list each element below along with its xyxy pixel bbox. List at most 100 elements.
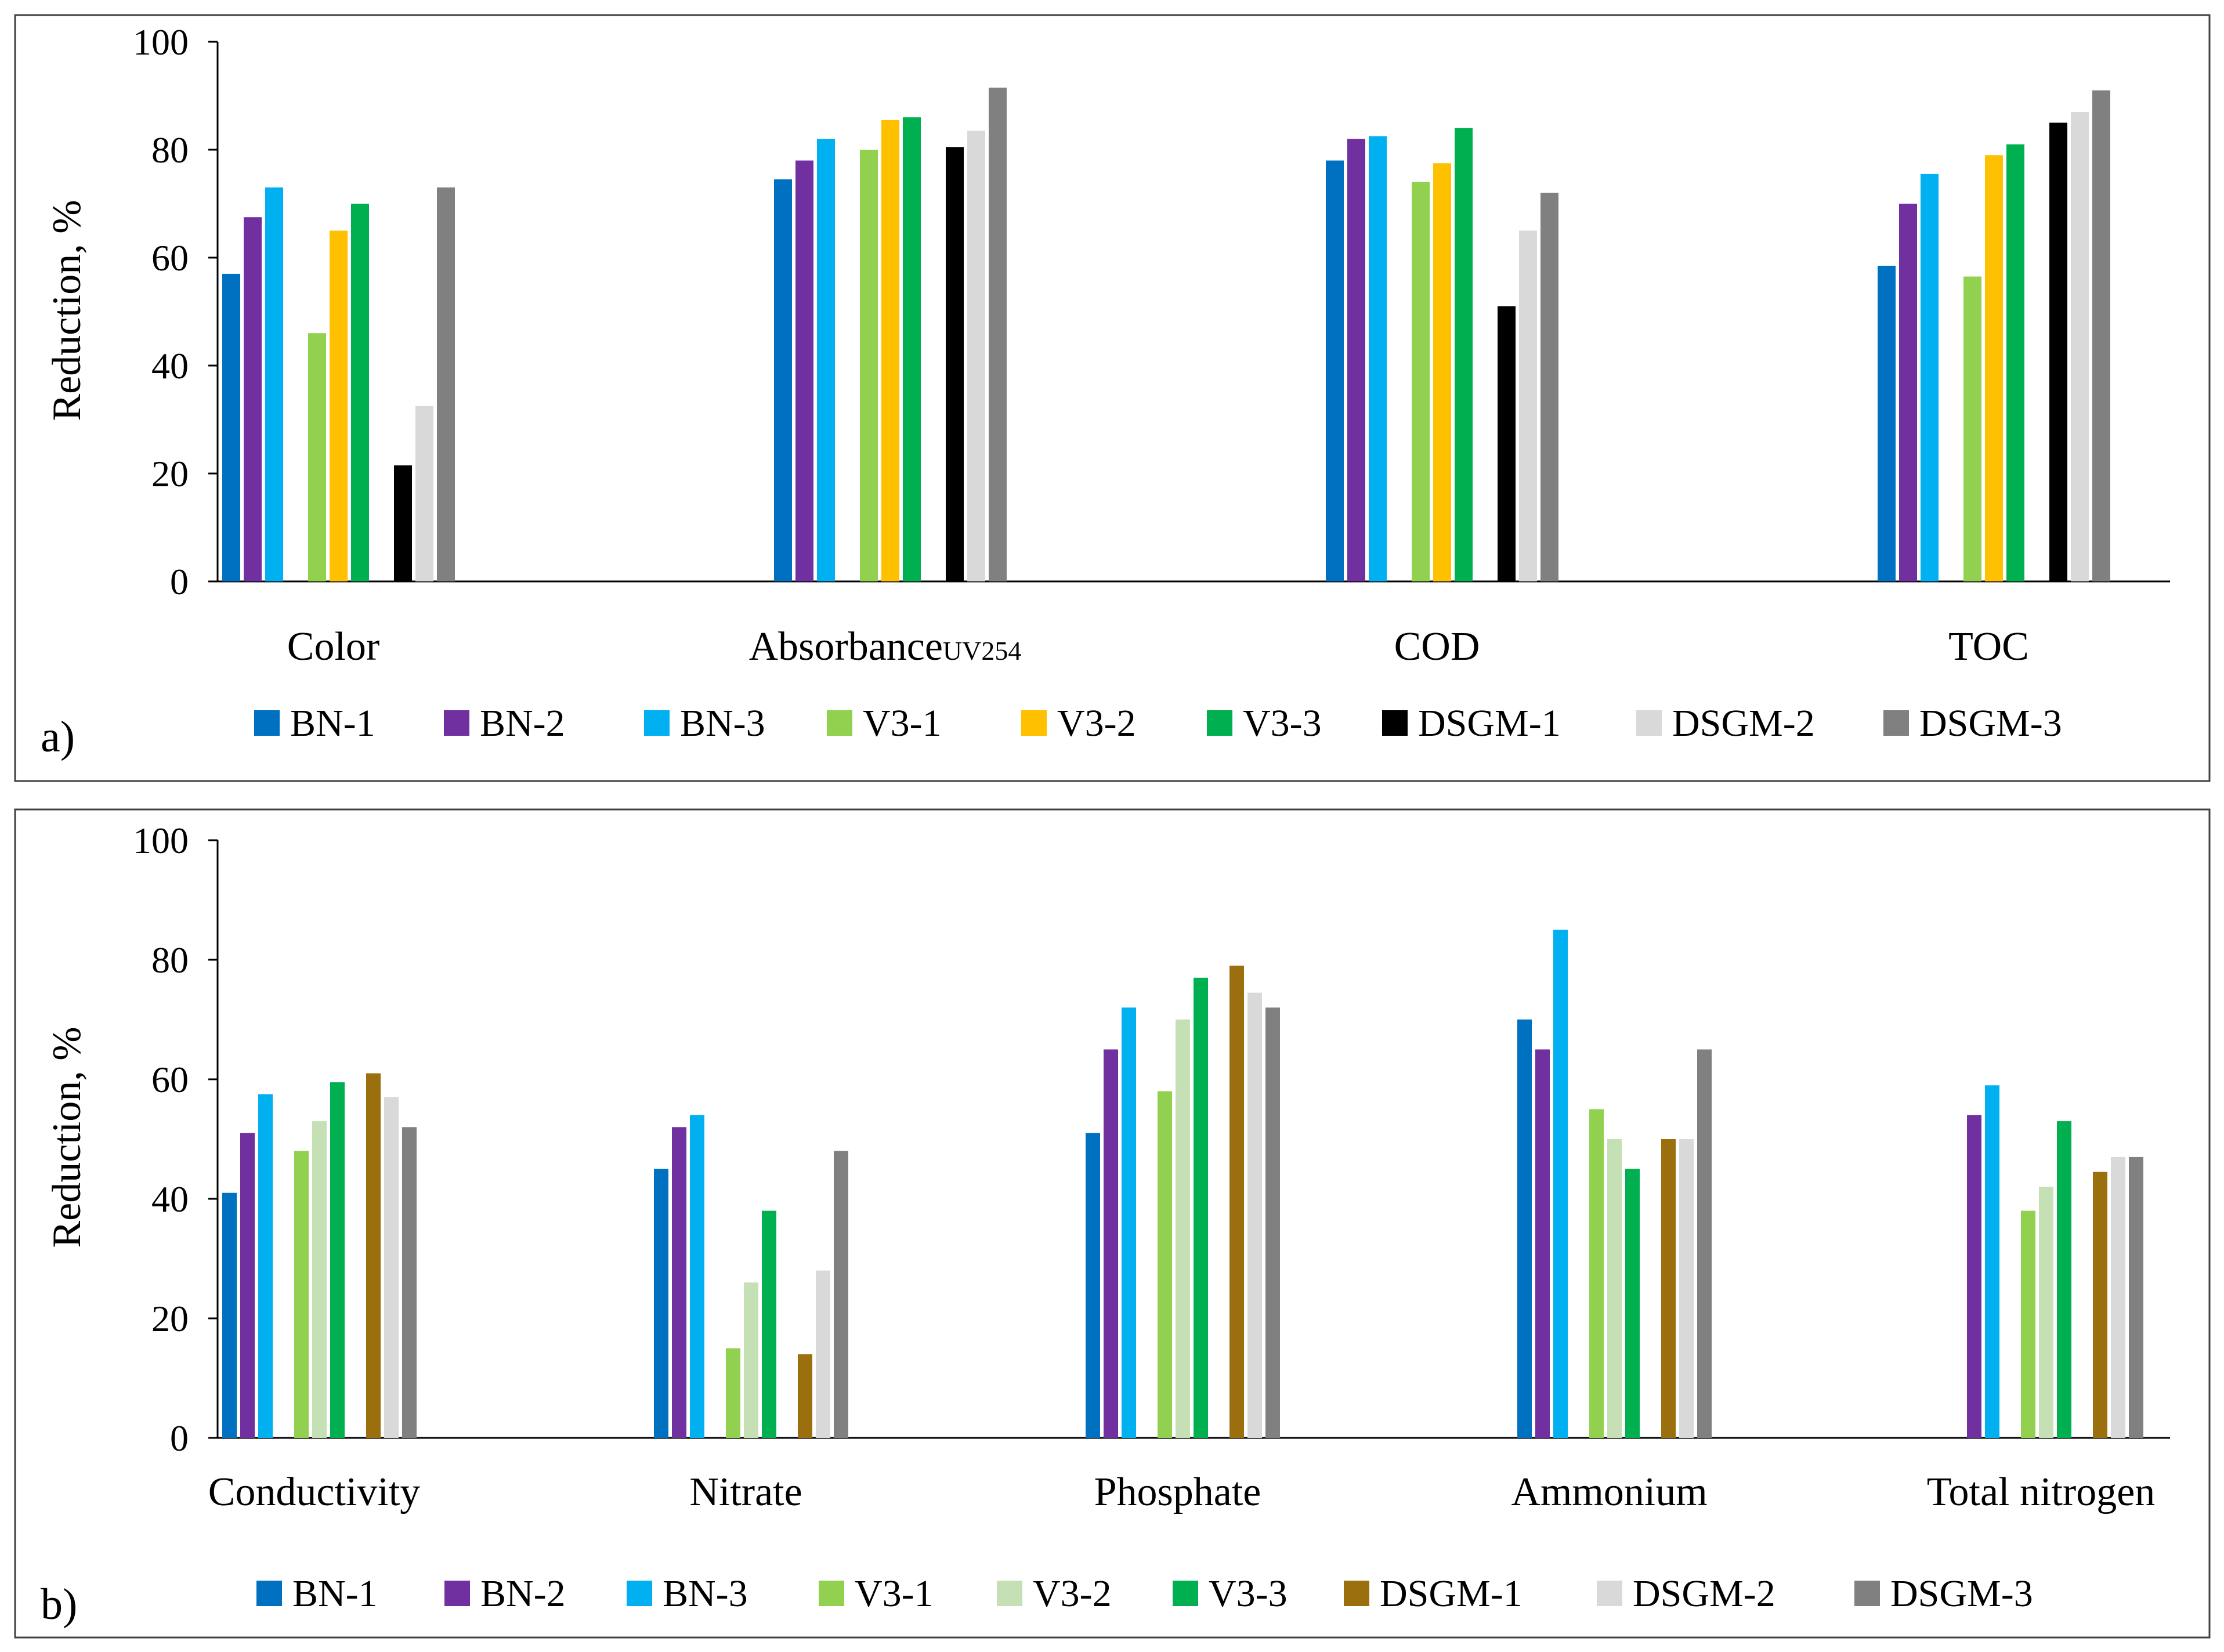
bar-V3-1-conductivity — [294, 1151, 309, 1438]
panel-a-ylabel: Reduction, % — [45, 200, 89, 421]
y-tick-label: 0 — [170, 561, 189, 602]
panel-a-x-axis-labels: Color AbsorbanceUV254 COD TOC — [287, 624, 2029, 669]
legend-swatch — [254, 710, 280, 736]
y-tick-label: 40 — [151, 345, 189, 386]
bar-BN-1-absorbance — [774, 179, 792, 581]
bar-DSGM-2-cod — [1519, 230, 1537, 581]
panel-a-bars — [222, 88, 2110, 582]
bar-BN-2-ammonium — [1535, 1049, 1550, 1438]
legend-label: V3-2 — [1033, 1573, 1112, 1615]
legend-item-DSGM-2: DSGM-2 — [1597, 1573, 1775, 1615]
legend-item-BN-3: BN-3 — [644, 702, 765, 744]
legend-swatch — [1382, 710, 1408, 736]
legend-label: DSGM-3 — [1919, 702, 2062, 744]
panel-b-frame — [14, 808, 2211, 1639]
bar-DSGM-1-ammonium — [1661, 1139, 1676, 1438]
y-tick-label: 20 — [151, 1298, 189, 1339]
y-tick-label: 80 — [151, 939, 189, 981]
bar-BN-1-nitrate — [654, 1169, 668, 1438]
legend-label: V3-1 — [855, 1573, 934, 1615]
legend-item-DSGM-3: DSGM-3 — [1854, 1573, 2033, 1615]
bar-BN-3-cod — [1369, 136, 1387, 581]
bar-BN-3-phosphate — [1122, 1007, 1136, 1438]
panel-a-legend: BN-1 BN-2 BN-3 V3-1 V3-2 V3-3 DSGM-1 DSGM-2 DSGM… — [254, 702, 2062, 744]
bar-V3-3-color — [351, 204, 369, 581]
bar-V3-3-total-nitrogen — [2057, 1121, 2071, 1438]
y-tick-label: 40 — [151, 1179, 189, 1220]
legend-item-DSGM-3: DSGM-3 — [1883, 702, 2062, 744]
bar-DSGM-3-nitrate — [834, 1151, 848, 1438]
legend-swatch — [1854, 1581, 1880, 1606]
legend-item-BN-1: BN-1 — [256, 1573, 378, 1615]
bar-V3-2-phosphate — [1176, 1020, 1190, 1438]
legend-item-DSGM-1: DSGM-1 — [1344, 1573, 1523, 1615]
bar-V3-1-phosphate — [1158, 1091, 1172, 1438]
bar-DSGM-1-color — [394, 465, 412, 581]
bar-BN-3-nitrate — [690, 1115, 704, 1438]
bar-BN-2-total-nitrogen — [1967, 1115, 1981, 1438]
bar-DSGM-1-conductivity — [366, 1073, 381, 1438]
y-tick-label: 20 — [151, 453, 189, 494]
bar-BN-2-absorbance — [795, 160, 813, 582]
bar-V3-3-toc — [2006, 144, 2024, 581]
bar-BN-2-toc — [1899, 204, 1917, 581]
legend-label: DSGM-1 — [1418, 702, 1561, 744]
legend-item-V3-2: V3-2 — [997, 1573, 1112, 1615]
legend-item-BN-2: BN-2 — [444, 1573, 566, 1615]
panel-b-bars — [222, 930, 2143, 1438]
bar-V3-1-toc — [1963, 276, 1981, 581]
legend-swatch — [627, 1581, 652, 1606]
bar-DSGM-2-phosphate — [1247, 992, 1262, 1438]
legend-label: DSGM-3 — [1890, 1573, 2033, 1615]
bar-DSGM-1-nitrate — [798, 1354, 812, 1438]
legend-swatch — [1173, 1581, 1198, 1606]
y-tick-label: 60 — [151, 1059, 189, 1100]
y-tick-label: 100 — [133, 21, 189, 63]
bar-BN-3-ammonium — [1553, 930, 1568, 1438]
legend-item-BN-3: BN-3 — [627, 1573, 748, 1615]
bar-V3-1-ammonium — [1589, 1109, 1604, 1438]
bar-DSGM-1-total-nitrogen — [2093, 1172, 2107, 1438]
bar-BN-3-color — [265, 187, 283, 582]
panel-b: Reduction, % 0 20 40 60 80 100 Conductivity Ni… — [14, 808, 2211, 1639]
bar-V3-2-conductivity — [312, 1121, 327, 1438]
bar-V3-3-ammonium — [1625, 1169, 1640, 1438]
legend-item-DSGM-1: DSGM-1 — [1382, 702, 1561, 744]
legend-swatch — [1883, 710, 1909, 736]
bar-V3-1-absorbance — [860, 150, 878, 581]
legend-swatch — [819, 1581, 844, 1606]
legend-item-BN-2: BN-2 — [444, 702, 565, 744]
legend-label: BN-2 — [480, 1573, 566, 1615]
bar-BN-1-phosphate — [1086, 1133, 1100, 1438]
legend-item-V3-3: V3-3 — [1173, 1573, 1288, 1615]
legend-swatch — [827, 710, 852, 736]
legend-swatch — [1207, 710, 1232, 736]
legend-label: V3-3 — [1243, 702, 1322, 744]
panel-a: Reduction, % 0 20 40 60 80 100 Color Absorbanc… — [14, 14, 2211, 782]
legend-swatch — [644, 710, 670, 736]
panel-b-legend: BN-1 BN-2 BN-3 V3-1 V3-2 V3-3 DSGM-1 DSGM-2 DSGM… — [256, 1573, 2033, 1615]
bar-V3-3-phosphate — [1194, 977, 1208, 1438]
bar-BN-2-color — [244, 217, 262, 581]
legend-swatch — [1636, 710, 1662, 736]
bar-BN-1-toc — [1878, 265, 1896, 581]
bar-BN-1-cod — [1326, 160, 1344, 582]
panel-a-y-axis: 0 20 40 60 80 100 — [133, 21, 2170, 602]
legend-swatch — [444, 1581, 470, 1606]
bar-V3-3-cod — [1455, 128, 1473, 582]
bar-DSGM-1-cod — [1498, 306, 1516, 581]
legend-label: BN-1 — [290, 702, 375, 744]
y-tick-label: 60 — [151, 237, 189, 279]
legend-label: DSGM-2 — [1633, 1573, 1775, 1615]
x-tick-label: Conductivity — [208, 1470, 421, 1514]
bar-DSGM-1-absorbance — [946, 147, 964, 582]
legend-item-BN-1: BN-1 — [254, 702, 375, 744]
bar-V3-2-nitrate — [744, 1282, 758, 1438]
panel-b-x-axis-labels: Conductivity Nitrate Phosphate Ammonium Tota… — [208, 1470, 2156, 1514]
bar-BN-2-conductivity — [240, 1133, 255, 1438]
bar-BN-2-phosphate — [1104, 1049, 1118, 1438]
bar-V3-2-cod — [1433, 163, 1451, 581]
y-tick-label: 80 — [151, 129, 189, 171]
legend-swatch — [256, 1581, 282, 1606]
bar-V3-2-absorbance — [881, 120, 899, 582]
